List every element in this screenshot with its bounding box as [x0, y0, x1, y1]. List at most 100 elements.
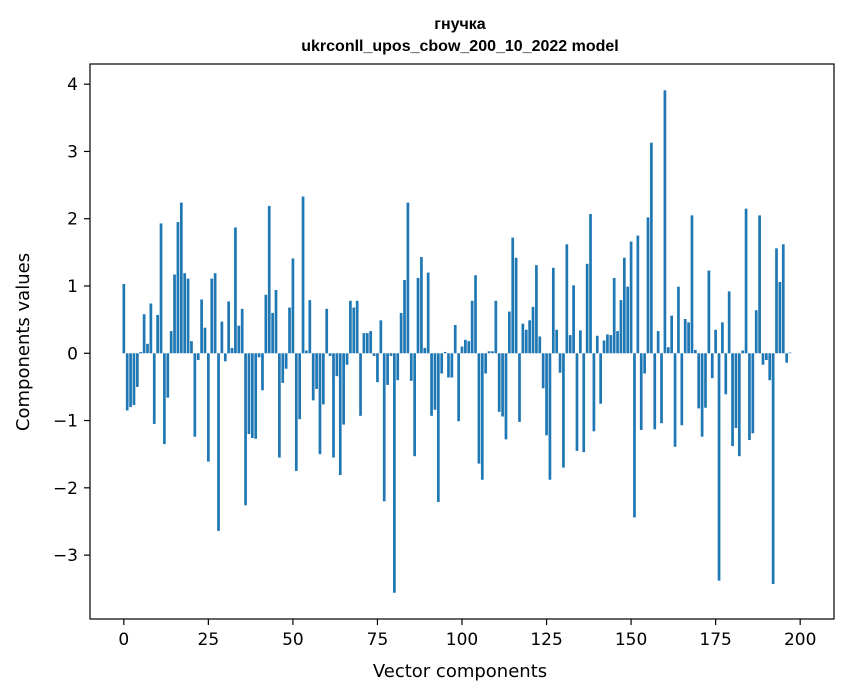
- y-tick-label: 4: [67, 75, 78, 95]
- bar-39: [254, 353, 258, 439]
- bar-185: [748, 353, 751, 441]
- bar-124: [541, 353, 545, 389]
- bar-168: [690, 215, 694, 354]
- bar-137: [585, 263, 589, 354]
- bar-67: [349, 300, 352, 354]
- bar-108: [487, 351, 491, 354]
- bar-143: [606, 334, 609, 354]
- bar-133: [572, 285, 575, 354]
- bar-117: [518, 353, 521, 422]
- bar-15: [173, 274, 176, 354]
- bar-9: [152, 353, 156, 424]
- bar-138: [589, 214, 592, 354]
- bar-23: [200, 299, 203, 354]
- bar-78: [386, 353, 389, 385]
- bar-150: [629, 241, 633, 354]
- y-axis-label: Components values: [13, 253, 34, 431]
- plot-frame: [89, 63, 835, 620]
- bar-83: [403, 279, 406, 354]
- x-tick-label: 150: [615, 630, 647, 650]
- chart-title: гнучка: [434, 16, 486, 33]
- bar-70: [359, 353, 362, 416]
- bar-183: [741, 350, 745, 354]
- bar-60: [325, 308, 329, 354]
- bar-53: [301, 196, 305, 354]
- bar-120: [528, 320, 531, 354]
- bar-167: [687, 322, 690, 354]
- bar-90: [426, 272, 430, 354]
- bar-45: [274, 290, 278, 354]
- bar-126: [548, 353, 552, 480]
- y-tick-label: −1: [53, 412, 78, 432]
- bar-101: [464, 339, 467, 354]
- bar-8: [149, 303, 153, 354]
- bar-85: [409, 353, 413, 381]
- bar-147: [619, 300, 623, 354]
- bar-81: [396, 353, 400, 381]
- y-tick-label: 1: [67, 277, 78, 297]
- bar-73: [369, 331, 373, 354]
- bar-71: [362, 333, 366, 354]
- bar-148: [622, 257, 626, 354]
- bar-159: [660, 353, 663, 424]
- bar-95: [443, 351, 447, 354]
- bar-34: [237, 325, 241, 354]
- bar-136: [582, 353, 586, 453]
- bar-61: [328, 353, 332, 356]
- bar-175: [714, 329, 717, 354]
- bar-27: [213, 273, 217, 354]
- bar-18: [183, 273, 187, 354]
- bar-84: [406, 202, 410, 354]
- bar-180: [731, 353, 734, 447]
- bar-165: [680, 353, 684, 426]
- bar-194: [778, 281, 782, 354]
- bar-56: [311, 353, 315, 401]
- bar-157: [653, 353, 657, 430]
- bar-5: [139, 351, 143, 354]
- bar-107: [484, 353, 488, 374]
- y-axis-ticks: −3 −2 −1 0 1 2 3 4: [53, 75, 90, 566]
- bar-141: [599, 353, 603, 404]
- x-tick-label: 200: [784, 630, 816, 650]
- bar-125: [545, 353, 548, 436]
- bar-30: [223, 353, 227, 362]
- bar-142: [602, 340, 606, 354]
- bar-123: [538, 336, 542, 354]
- bar-12: [163, 353, 166, 445]
- bar-161: [666, 347, 670, 354]
- bar-121: [531, 306, 535, 354]
- bar-32: [230, 347, 234, 354]
- bar-44: [271, 312, 274, 354]
- bar-195: [781, 244, 785, 354]
- bar-58: [318, 353, 322, 455]
- bar-144: [609, 335, 613, 354]
- bar-55: [308, 300, 312, 354]
- bar-66: [345, 353, 349, 365]
- bar-80: [393, 353, 396, 593]
- bar-49: [288, 307, 291, 354]
- bar-106: [480, 353, 484, 480]
- bar-177: [721, 322, 724, 354]
- bar-65: [342, 353, 345, 425]
- bar-176: [717, 353, 721, 581]
- bar-111: [497, 353, 501, 412]
- bar-187: [754, 310, 758, 354]
- x-tick-label: 125: [530, 630, 562, 650]
- bar-131: [565, 244, 569, 354]
- bar-25: [207, 353, 210, 462]
- bar-2: [129, 353, 132, 408]
- bar-188: [758, 215, 761, 354]
- bar-181: [734, 353, 738, 428]
- bar-14: [169, 331, 173, 354]
- bar-173: [707, 270, 711, 354]
- bar-69: [355, 300, 359, 354]
- bar-36: [244, 353, 247, 506]
- bar-16: [176, 222, 180, 354]
- bar-160: [663, 90, 667, 354]
- bar-184: [744, 208, 748, 354]
- bar-28: [217, 353, 220, 531]
- bar-33: [234, 227, 237, 354]
- bar-86: [413, 353, 417, 457]
- bar-182: [737, 353, 741, 457]
- bar-196: [785, 353, 789, 363]
